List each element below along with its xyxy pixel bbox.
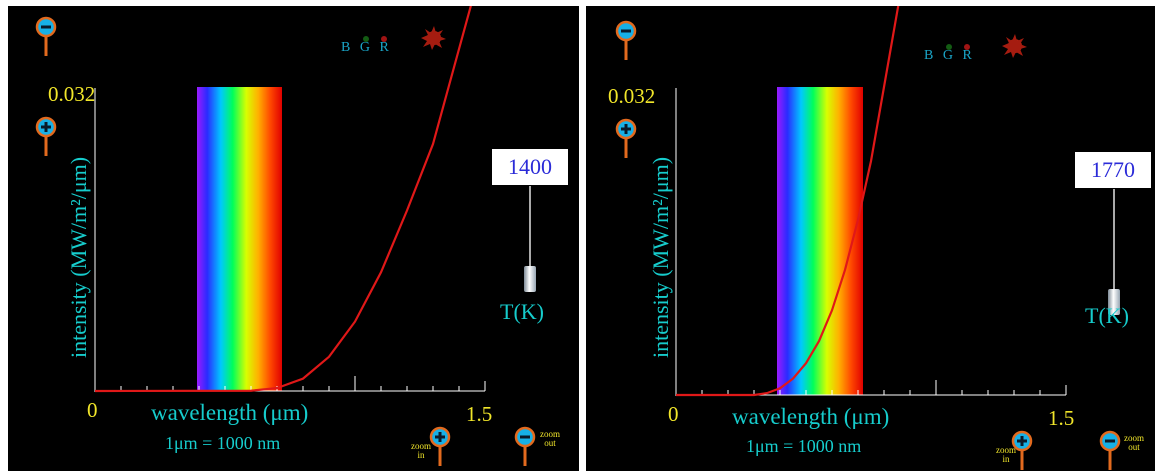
spectrum-panel-left: intensity (MW/m²/μm) 0.032 0 1.5 wavelen… xyxy=(8,6,579,471)
blue-label: B xyxy=(924,48,937,63)
x-zoom-in-label: zoom in xyxy=(996,445,1016,464)
y-zoom-out-icon[interactable] xyxy=(35,16,57,58)
temperature-input[interactable]: 1770 xyxy=(1075,152,1151,188)
x-zoom-out-label: zoom out xyxy=(540,429,560,448)
sun-icon xyxy=(421,26,446,50)
x-zoom-out-icon[interactable] xyxy=(1099,430,1121,471)
y-zoom-out-icon[interactable] xyxy=(615,20,637,62)
temperature-slider-track[interactable] xyxy=(529,186,531,266)
x-zoom-out-icon[interactable] xyxy=(514,426,536,468)
temperature-unit-label: T(K) xyxy=(500,299,544,324)
x-min-label: 0 xyxy=(87,398,98,422)
green-indicator-dot xyxy=(363,36,369,42)
x-max-label: 1.5 xyxy=(466,402,493,426)
y-zoom-in-icon[interactable] xyxy=(615,118,637,160)
unit-note: 1μm = 1000 nm xyxy=(746,436,862,456)
y-max-label: 0.032 xyxy=(608,84,656,108)
spectrum-panel-right: intensity (MW/m²/μm) 0.032 0 1.5 wavelen… xyxy=(586,6,1155,471)
x-ticks xyxy=(701,380,1067,395)
red-indicator-dot xyxy=(381,36,387,42)
y-max-label: 0.032 xyxy=(48,82,96,106)
x-zoom-out-label: zoom out xyxy=(1124,433,1144,452)
unit-note: 1μm = 1000 nm xyxy=(165,433,281,453)
sun-icon xyxy=(1002,34,1027,58)
plot-area xyxy=(94,6,486,393)
red-label: R xyxy=(379,40,392,55)
green-label: G xyxy=(942,48,956,63)
temperature-unit-label: T(K) xyxy=(1085,303,1129,328)
bgr-indicator: B G R xyxy=(924,48,975,64)
x-zoom-in-label: zoom in xyxy=(411,441,431,460)
spectrum-curve xyxy=(676,6,900,397)
green-indicator-dot xyxy=(946,44,952,50)
visible-spectrum-band xyxy=(197,87,282,391)
x-zoom-in-icon[interactable] xyxy=(429,426,451,468)
x-max-label: 1.5 xyxy=(1048,406,1075,430)
green-label: G xyxy=(359,40,373,55)
x-min-label: 0 xyxy=(668,402,679,426)
temperature-slider-handle[interactable] xyxy=(524,266,536,292)
temperature-input[interactable]: 1400 xyxy=(492,149,568,185)
plot-area xyxy=(675,6,1067,397)
spectrum-curve xyxy=(94,6,472,393)
red-indicator-dot xyxy=(964,44,970,50)
visible-spectrum-band xyxy=(777,87,863,395)
blue-label: B xyxy=(341,40,354,55)
temperature-slider-handle[interactable] xyxy=(1108,289,1120,315)
temperature-slider-track[interactable] xyxy=(1113,189,1115,289)
y-axis-label: intensity (MW/m²/μm) xyxy=(648,156,673,358)
y-zoom-in-icon[interactable] xyxy=(35,116,57,158)
y-axis-label: intensity (MW/m²/μm) xyxy=(66,156,91,358)
bgr-indicator: B G R xyxy=(341,40,392,56)
red-label: R xyxy=(962,48,975,63)
x-axis-label: wavelength (μm) xyxy=(732,404,890,429)
x-zoom-in-icon[interactable] xyxy=(1011,430,1033,471)
x-axis-label: wavelength (μm) xyxy=(151,400,309,425)
